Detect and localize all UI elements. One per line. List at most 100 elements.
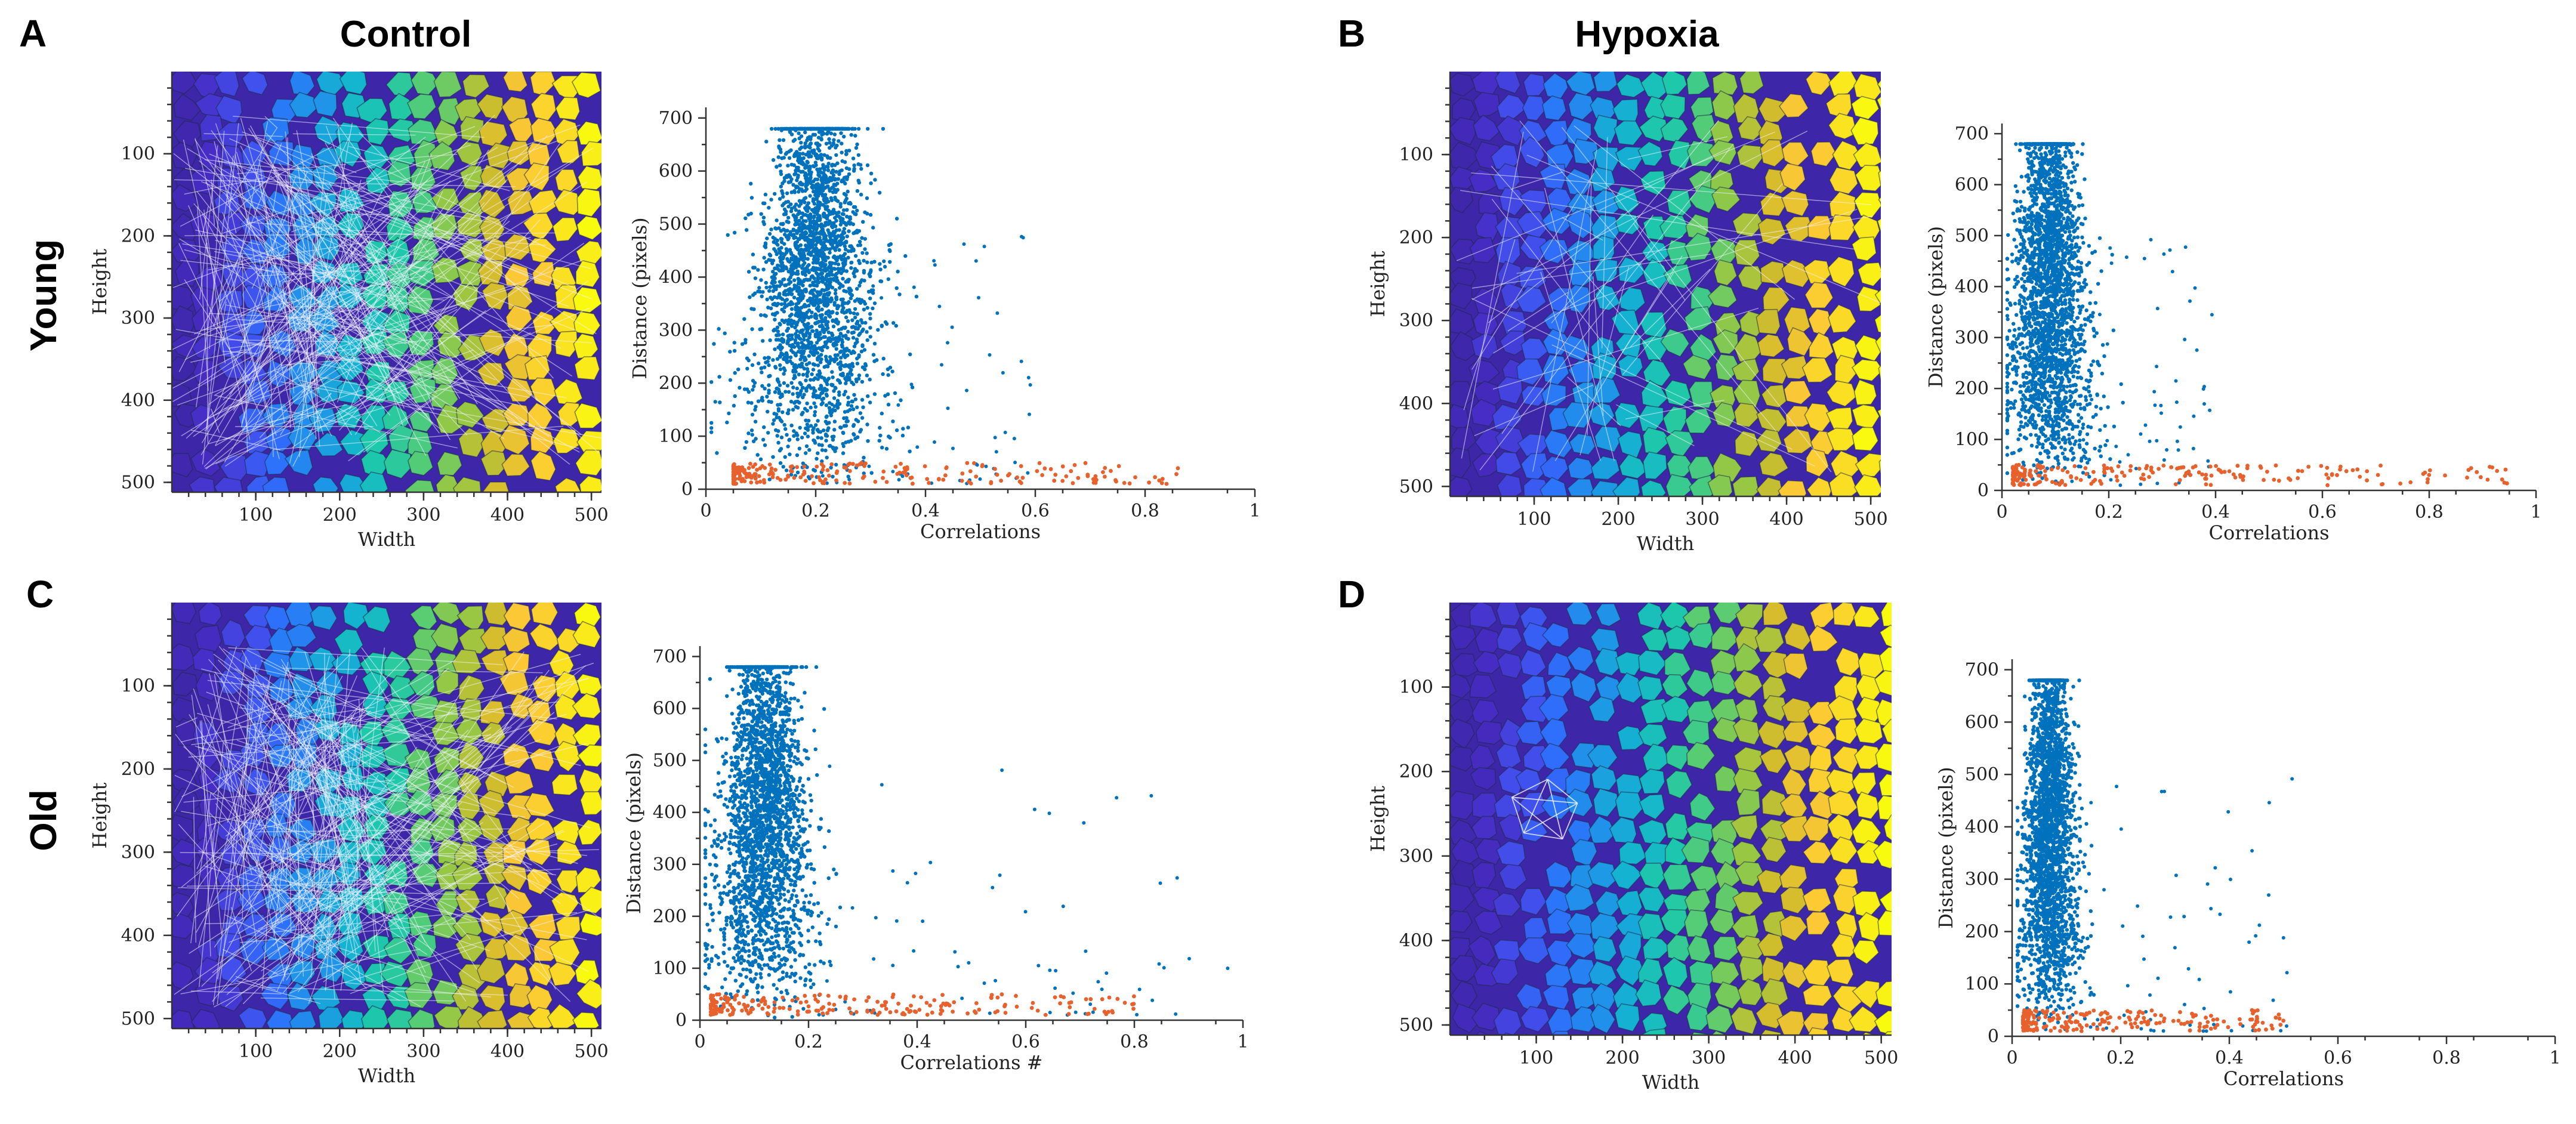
- heatmap-a-edge: [180, 260, 338, 279]
- scatter-a-point: [826, 165, 830, 169]
- scatter-a-point: [788, 129, 792, 134]
- scatter-a-point: [790, 233, 794, 237]
- scatter-a-point: [838, 216, 843, 221]
- scatter-b-point: [2005, 445, 2010, 450]
- heatmap-a-edge: [226, 279, 277, 436]
- scatter-a-point: [826, 320, 830, 324]
- row-label-old: Old: [23, 789, 64, 851]
- scatter-a-point: [978, 477, 982, 481]
- scatter-a-point: [795, 307, 800, 311]
- scatter-a-point: [781, 138, 786, 142]
- scatter-a-point: [837, 248, 841, 252]
- scatter-a-point: [811, 197, 816, 201]
- scatter-a-point: [815, 396, 819, 400]
- scatter-a-point: [787, 156, 792, 160]
- scatter-a-point: [865, 305, 869, 310]
- scatter-a-point: [775, 238, 780, 243]
- scatter-b-point: [2006, 277, 2011, 281]
- scatter-a-point: [771, 358, 775, 362]
- heatmap-a-edge: [203, 133, 283, 137]
- scatter-a-point: [848, 222, 852, 226]
- heatmap-a-edge: [181, 181, 587, 437]
- heatmap-a-edge: [230, 318, 592, 344]
- scatter-a-point: [853, 437, 857, 441]
- heatmap-a-cell: [554, 477, 582, 492]
- heatmap-a-cell: [339, 473, 368, 492]
- scatter-a-point: [792, 373, 797, 378]
- scatter-a-point: [846, 189, 850, 194]
- heatmap-a-cell: [437, 97, 462, 126]
- scatter-b-point: [2023, 415, 2028, 420]
- scatter-a-point: [830, 370, 834, 374]
- scatter-a-point: [779, 172, 783, 177]
- scatter-a-point: [798, 295, 803, 299]
- scatter-a-point: [789, 202, 793, 206]
- scatter-a-point: [799, 305, 804, 310]
- scatter-a-point: [968, 469, 973, 474]
- heatmap-a-edge: [206, 242, 209, 443]
- scatter-a-point: [860, 236, 864, 240]
- heatmap-a-edge: [187, 148, 371, 259]
- scatter-a-point: [779, 222, 783, 226]
- scatter-a-point: [828, 339, 833, 344]
- scatter-a-point: [801, 372, 806, 377]
- scatter-a-point: [821, 212, 826, 217]
- scatter-a-point: [785, 228, 789, 233]
- scatter-a-point: [815, 341, 819, 345]
- scatter-a-point: [791, 407, 795, 412]
- scatter-a-point: [805, 402, 809, 406]
- heatmap-a-edge: [258, 258, 295, 429]
- scatter-a-point: [829, 196, 834, 200]
- scatter-a-point: [853, 316, 857, 320]
- scatter-a-point: [815, 307, 819, 311]
- scatter-b-point: [2024, 145, 2028, 150]
- scatter-a-point: [778, 197, 782, 201]
- scatter-a-point: [861, 328, 865, 332]
- scatter-a-point: [766, 431, 770, 435]
- scatter-a-point: [862, 464, 866, 468]
- scatter-a-point: [800, 345, 805, 350]
- scatter-a-point: [820, 261, 825, 265]
- scatter-b-point: [2099, 269, 2103, 273]
- scatter-a-point: [866, 126, 870, 131]
- scatter-a-point: [786, 282, 791, 286]
- scatter-a-point: [831, 407, 835, 412]
- scatter-a-point: [807, 252, 811, 256]
- scatter-a-point: [1015, 475, 1019, 480]
- scatter-a-point: [856, 243, 860, 248]
- scatter-a-point: [835, 234, 840, 239]
- scatter-a-point: [840, 159, 844, 163]
- scatter-a-point: [800, 183, 804, 187]
- scatter-a-point: [757, 286, 761, 290]
- heatmap-b-ytick-label: 100: [1399, 144, 1433, 165]
- scatter-a-point: [785, 353, 789, 357]
- scatter-a-point: [842, 175, 847, 180]
- scatter-b-point: [2005, 381, 2010, 386]
- heatmap-a-edge: [348, 396, 436, 462]
- scatter-a-point: [833, 353, 838, 357]
- scatter-a-point: [844, 166, 849, 171]
- scatter-a-xtick-label: 0.8: [1131, 501, 1159, 521]
- scatter-b-point: [2031, 203, 2035, 208]
- scatter-a-point: [862, 279, 866, 283]
- scatter-a-point: [803, 431, 807, 436]
- scatter-a-point: [810, 325, 814, 329]
- scatter-a-point: [937, 477, 941, 481]
- scatter-a-point: [789, 381, 794, 385]
- heatmap-a-ytick-label: 100: [121, 144, 155, 165]
- scatter-a-point: [860, 365, 865, 369]
- scatter-a-point: [800, 145, 804, 150]
- heatmap-a-cell: [575, 449, 601, 476]
- scatter-b-point: [2017, 148, 2022, 153]
- scatter-a-point: [960, 471, 965, 476]
- scatter-a-point: [860, 251, 865, 255]
- scatter-a-point: [809, 424, 813, 428]
- scatter-a-point: [757, 362, 761, 366]
- scatter-a-point: [770, 261, 775, 265]
- scatter-b-point: [2083, 323, 2087, 327]
- scatter-b-point: [2035, 444, 2039, 449]
- scatter-a-point: [780, 257, 785, 261]
- scatter-a-point: [835, 276, 839, 280]
- scatter-a-point: [1064, 474, 1069, 478]
- heatmap-a-cell: [571, 72, 601, 98]
